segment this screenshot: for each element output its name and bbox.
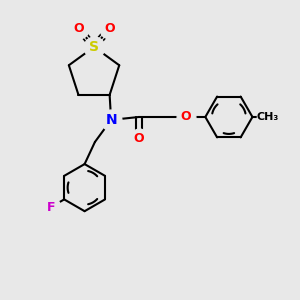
Text: CH₃: CH₃	[256, 112, 279, 122]
Text: O: O	[104, 22, 115, 35]
Text: O: O	[181, 110, 191, 124]
Text: F: F	[47, 201, 55, 214]
Text: O: O	[74, 22, 84, 35]
Text: N: N	[105, 113, 117, 127]
Text: S: S	[89, 40, 99, 54]
Text: O: O	[134, 132, 144, 145]
